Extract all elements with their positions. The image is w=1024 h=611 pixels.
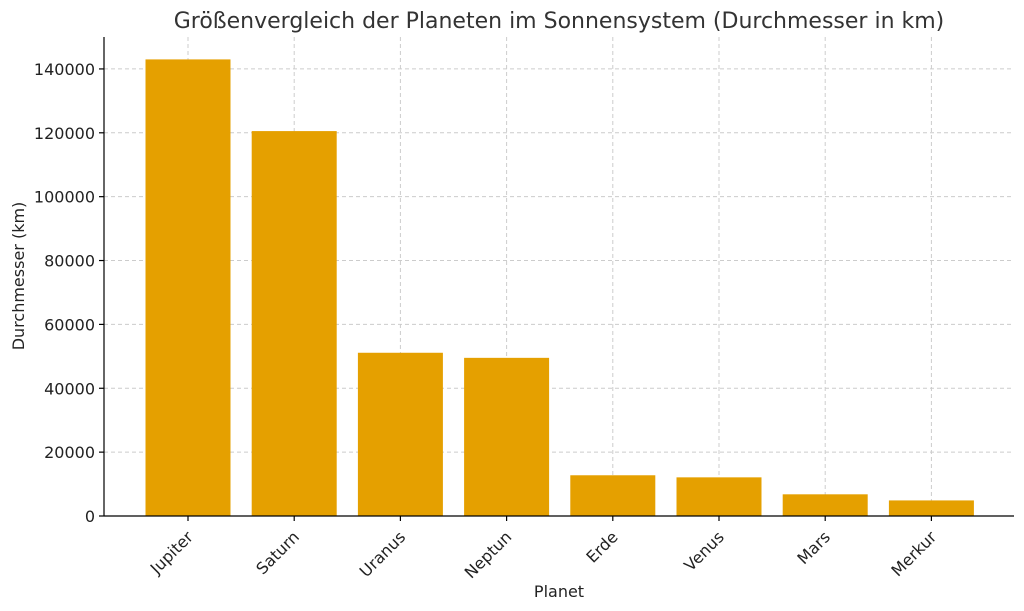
bars (145, 59, 974, 517)
y-tick-label: 20000 (44, 443, 95, 462)
axes (103, 37, 1014, 517)
x-ticks: Jupiter Saturn Uranus Neptun Erde Venus Mars Me… (146, 516, 941, 582)
x-axis-label: Planet (534, 582, 584, 601)
bar-jupiter (145, 59, 231, 517)
bar-mars (782, 494, 868, 516)
y-tick-label: 120000 (34, 124, 95, 143)
x-tick-label: Erde (582, 527, 621, 566)
y-tick-label: 140000 (34, 60, 95, 79)
bar-venus (676, 477, 762, 516)
bar-erde (570, 475, 656, 516)
chart-title: Größenvergleich der Planeten im Sonnensy… (174, 9, 945, 34)
bar-merkur (888, 500, 974, 516)
x-tick-label: Jupiter (146, 527, 197, 578)
y-tick-label: 100000 (34, 188, 95, 207)
gridlines (104, 37, 1014, 517)
y-ticks: 0 20000 40000 60000 80000 100000 120000 140000 (34, 60, 104, 526)
x-tick-label: Uranus (356, 527, 410, 581)
bar-neptun (464, 357, 550, 516)
y-tick-label: 60000 (44, 315, 95, 334)
bar-saturn (251, 131, 337, 516)
bar-uranus (357, 352, 443, 516)
x-tick-label: Saturn (252, 527, 303, 578)
x-tick-label: Neptun (461, 527, 516, 582)
y-tick-label: 80000 (44, 252, 95, 271)
x-tick-label: Venus (680, 527, 727, 574)
y-axis-label: Durchmesser (km) (9, 202, 28, 351)
y-tick-label: 40000 (44, 379, 95, 398)
x-tick-label: Merkur (887, 527, 940, 580)
y-tick-label: 0 (85, 507, 95, 526)
x-tick-label: Mars (793, 527, 834, 568)
